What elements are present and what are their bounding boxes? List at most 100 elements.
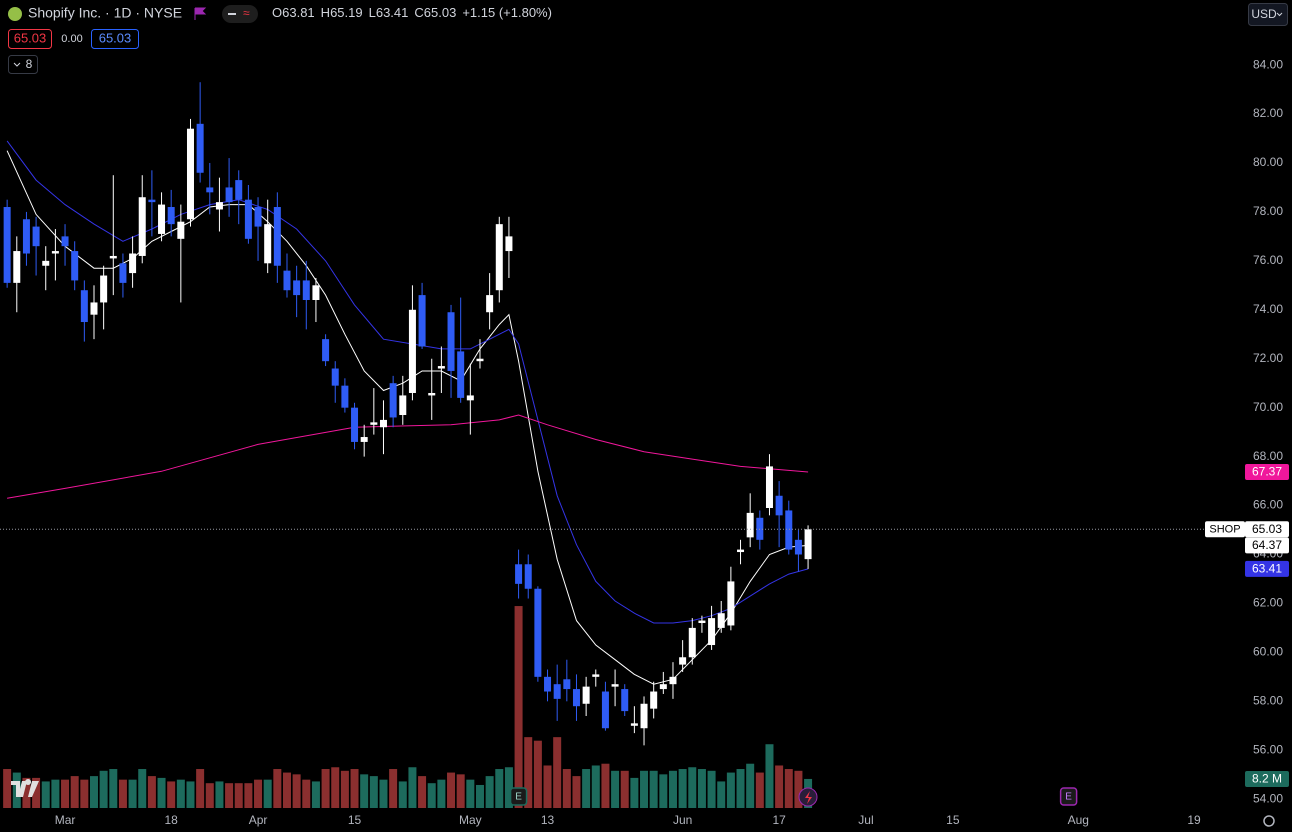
x-tick-label: Jun <box>673 813 692 827</box>
ohlc-value: 63.81 <box>282 5 315 20</box>
candle-body <box>737 549 745 553</box>
volume-bar <box>495 769 504 808</box>
volume-bar <box>51 779 60 808</box>
lightning-icon <box>805 791 812 804</box>
candle-body <box>331 368 339 386</box>
candle-body <box>51 251 59 254</box>
candle-body <box>708 618 716 646</box>
volume-bar <box>263 779 272 808</box>
volume-bar <box>186 781 195 808</box>
candle-body <box>717 613 725 628</box>
candle-body <box>22 219 30 254</box>
flag-icon[interactable] <box>194 7 207 20</box>
y-tick-label: 54.00 <box>1253 791 1283 805</box>
volume-bar <box>659 774 668 808</box>
candle-body <box>61 236 69 247</box>
volume-bar <box>70 776 79 808</box>
price-tag-label: 65.03 <box>1252 522 1282 536</box>
sell-button[interactable] <box>8 29 52 49</box>
candle-body <box>100 275 108 303</box>
price-tag-label: 67.37 <box>1252 465 1282 479</box>
indicators-toggle[interactable] <box>8 55 38 74</box>
candle-body <box>640 703 648 729</box>
candle-body <box>341 385 349 408</box>
price-tag <box>1245 537 1289 554</box>
candle-body <box>582 686 590 704</box>
ohlc-change: +1.15 (+1.80%) <box>462 5 552 20</box>
candle-body <box>293 280 301 296</box>
volume-bar <box>533 740 542 808</box>
candle-body <box>283 270 291 291</box>
candle-body <box>601 691 609 729</box>
symbol-tag <box>1205 521 1245 538</box>
price-tag-label: 8.2 M <box>1252 772 1282 786</box>
x-tick-label: May <box>459 813 482 827</box>
candle-body <box>302 280 310 301</box>
volume-bar <box>707 770 716 808</box>
volume-bar <box>514 606 523 808</box>
volume-bar <box>61 779 70 808</box>
volume-bar <box>22 777 31 808</box>
x-tick-label: 17 <box>772 813 786 827</box>
y-tick-label: 68.00 <box>1253 449 1283 463</box>
volume-bar <box>736 769 745 808</box>
candle-body <box>206 187 214 193</box>
price-tag <box>1245 521 1289 538</box>
ohlc-key: O <box>272 5 282 20</box>
volume-bar <box>649 770 658 808</box>
candle-body <box>804 529 812 560</box>
volume-bar <box>475 784 484 808</box>
candle-body <box>235 180 243 200</box>
volume-bar <box>234 783 243 808</box>
status-pill[interactable] <box>222 5 258 23</box>
spread: 0.00 <box>61 33 82 45</box>
earnings-marker <box>509 787 528 806</box>
volume-bar <box>620 770 629 808</box>
candle-body <box>119 263 127 283</box>
currency-button[interactable] <box>1248 3 1288 26</box>
volume-bar <box>128 779 137 808</box>
candle-body <box>563 679 571 690</box>
y-tick-label: 60.00 <box>1253 645 1283 659</box>
tradingview-logo[interactable] <box>11 779 39 797</box>
volume-bar <box>379 779 388 808</box>
sell-price: 65.03 <box>14 30 47 45</box>
symbol-logo <box>8 7 22 21</box>
candle-body <box>505 236 513 252</box>
candle-body <box>679 657 687 665</box>
buy-button[interactable] <box>91 29 139 49</box>
settings-icon[interactable] <box>1263 815 1275 827</box>
volume-bar <box>601 763 610 808</box>
candle-body <box>196 123 204 173</box>
volume-bar <box>273 769 282 808</box>
candle-body <box>215 202 223 210</box>
candle-body <box>389 383 397 418</box>
volume-bar <box>765 744 774 808</box>
volume-bar <box>447 772 456 808</box>
candle-body <box>457 351 465 398</box>
ohlc-key: H <box>321 5 330 20</box>
x-tick-label: Jul <box>858 813 873 827</box>
candle-body <box>650 691 658 709</box>
candle-body <box>254 207 262 227</box>
volume-bar <box>437 779 446 808</box>
candle-body <box>611 684 619 687</box>
ohlc-legend: O63.81 H65.19 L63.41 C65.03 +1.15 (+1.80%) <box>272 5 552 20</box>
ohlc-value: 65.19 <box>330 5 363 20</box>
candle-body <box>379 419 387 428</box>
volume-bar <box>196 769 205 808</box>
y-tick-label: 78.00 <box>1253 204 1283 218</box>
ohlc-key: L <box>369 5 376 20</box>
symbol-title[interactable]: Shopify Inc. · 1D · NYSE <box>28 5 182 21</box>
candle-body <box>360 437 368 442</box>
volume-bar <box>138 769 147 808</box>
candle-body <box>399 395 407 416</box>
symbol-tag-label: SHOP <box>1209 524 1240 536</box>
candle-body <box>466 395 474 401</box>
candle-body <box>80 290 88 323</box>
candle-body <box>515 564 523 584</box>
volume-bar <box>89 776 98 808</box>
candle-body <box>794 539 802 555</box>
